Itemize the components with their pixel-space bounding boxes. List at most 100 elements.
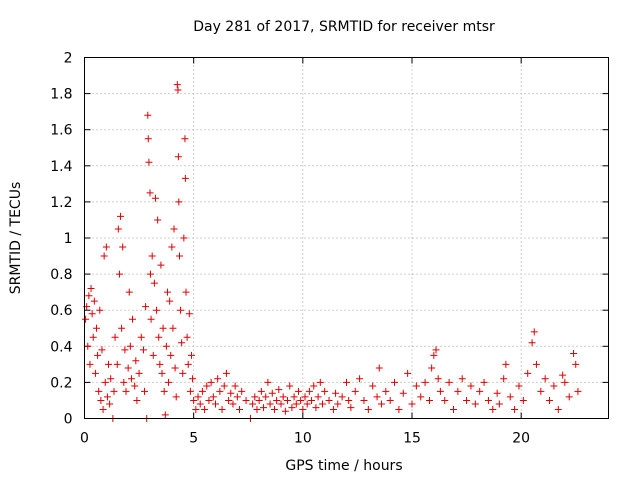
data-point [347,404,355,412]
data-point [122,387,130,395]
data-point [253,405,261,413]
data-point [449,405,457,413]
data-point [181,135,189,143]
data-point [338,393,346,401]
data-point [262,393,270,401]
data-point [99,405,107,413]
data-point [480,378,488,386]
data-point [425,396,433,404]
data-point [225,396,233,404]
data-point [314,393,322,401]
data-point [196,400,204,408]
data-point [281,407,289,415]
data-point [537,387,545,395]
data-point [150,279,158,287]
data-point [89,333,97,341]
data-point [493,389,501,397]
data-point [471,400,479,408]
data-point [205,396,213,404]
data-point [351,387,359,395]
data-point [222,369,230,377]
data-point [160,387,168,395]
data-point [404,369,412,377]
y-tick-label: 1.6 [50,123,72,139]
data-point [218,405,226,413]
data-point [565,393,573,401]
y-tick-label: 2 [64,51,73,67]
data-point [329,405,337,413]
chart-title: Day 281 of 2017, SRMTID for receiver mts… [193,19,495,35]
data-point [214,375,222,383]
data-point [408,400,416,408]
data-point [334,400,342,408]
data-point [212,400,219,408]
data-point [286,382,294,390]
data-point [171,364,179,372]
axis-ticks: 00.20.40.60.811.21.41.61.820 5 10 15 20 [50,51,609,447]
data-point [570,350,578,358]
y-tick-label: 1 [64,231,73,247]
data-point [189,375,197,383]
data-point [169,324,177,332]
data-point [364,405,372,413]
data-point [124,364,132,372]
data-point [170,225,178,233]
x-tick-label: 15 [403,431,421,447]
data-point [249,400,257,408]
data-point [117,212,125,220]
data-point [105,360,113,368]
y-tick-label: 0.2 [50,375,72,391]
data-point [299,405,307,413]
data-point [515,382,523,390]
data-point [190,396,198,404]
data-point [141,387,149,395]
data-point [114,225,122,233]
data-point [185,310,193,318]
data-point [216,387,224,395]
data-point [187,351,195,359]
data-point [120,378,128,386]
data-point [172,393,180,401]
data-point [165,378,173,386]
data-point [395,405,403,413]
data-point [233,393,241,401]
data-point [257,387,265,395]
data-point [502,360,510,368]
data-point [84,342,92,350]
x-tick-label: 5 [189,431,198,447]
plot-frame [84,57,609,419]
data-point [111,333,119,341]
data-point [229,400,237,408]
data-point [158,369,166,377]
data-point [156,360,164,368]
data-point [290,393,298,401]
data-point [360,396,368,404]
data-point [369,382,377,390]
data-point [284,396,292,404]
data-point [375,364,383,372]
data-point [412,382,420,390]
data-point [382,387,390,395]
data-point [144,135,152,143]
data-point [166,297,174,305]
y-tick-label: 0.4 [50,339,72,355]
data-point [428,364,436,372]
data-point [432,346,440,354]
data-point [294,387,302,395]
data-point [102,243,110,251]
data-point [162,342,170,350]
data-point [101,378,109,386]
data-point [550,382,558,390]
data-point [175,198,183,206]
data-point [321,387,329,395]
data-point [270,405,278,413]
x-tick-label: 20 [512,431,530,447]
data-point [417,393,425,401]
data-point [133,396,141,404]
data-point [495,400,503,408]
data-point [546,396,554,404]
data-point [132,357,140,365]
data-point [155,333,163,341]
data-point [179,369,187,377]
